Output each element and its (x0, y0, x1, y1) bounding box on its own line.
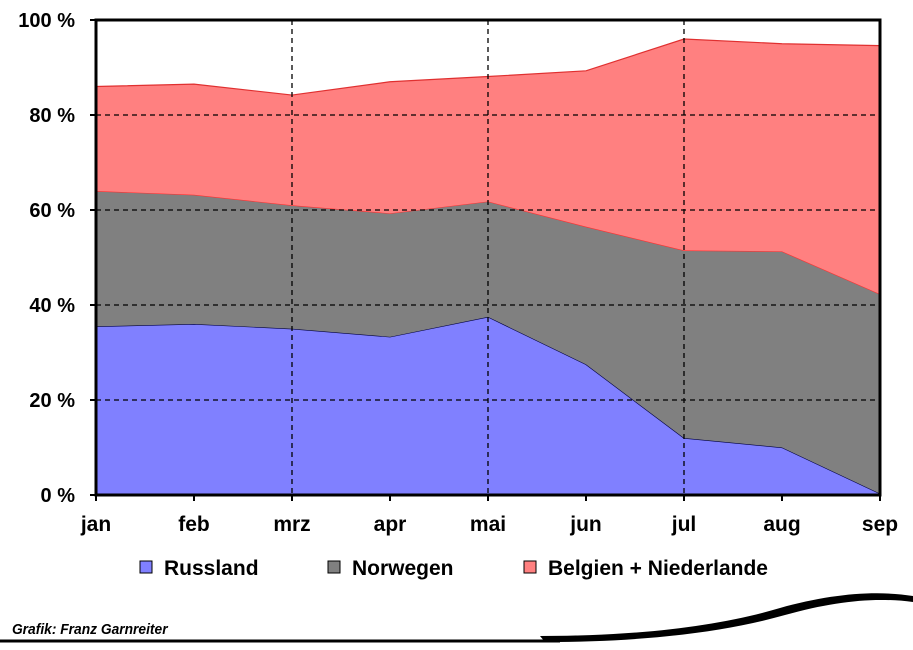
x-tick-label: aug (763, 513, 800, 536)
footer-swoosh (0, 587, 913, 634)
x-tick-label: feb (178, 513, 210, 536)
legend-item: Norwegen (327, 557, 454, 580)
legend-label: Russland (164, 557, 259, 580)
x-tick-label: sep (862, 513, 898, 536)
x-tick-label: jul (671, 513, 697, 536)
footer-credit: Grafik: Franz Garnreiter (12, 622, 169, 639)
x-tick-label: jun (569, 513, 602, 536)
legend-swatch (523, 560, 537, 574)
legend-swatch (139, 560, 153, 574)
legend-item: Russland (139, 557, 259, 580)
legend-label: Belgien + Niederlande (548, 557, 768, 580)
y-tick-label: 60 % (29, 200, 75, 222)
y-tick-label: 20 % (29, 390, 75, 412)
y-tick-label: 0 % (41, 485, 76, 507)
x-tick-label: apr (374, 513, 407, 536)
y-tick-label: 40 % (29, 295, 75, 317)
x-tick-label: jan (80, 513, 111, 536)
footer-swoosh-band (540, 593, 913, 642)
legend-swatch (327, 560, 341, 574)
footer-swoosh-dark (0, 603, 913, 645)
legend-item: Belgien + Niederlande (523, 557, 768, 580)
x-tick-label: mrz (273, 513, 310, 536)
area-russland (96, 316, 880, 495)
x-tick-label: mai (470, 513, 506, 536)
y-tick-label: 100 % (18, 10, 75, 32)
isw-logo: iSW (864, 613, 908, 638)
legend-label: Norwegen (352, 557, 454, 580)
y-tick-label: 80 % (29, 105, 75, 127)
